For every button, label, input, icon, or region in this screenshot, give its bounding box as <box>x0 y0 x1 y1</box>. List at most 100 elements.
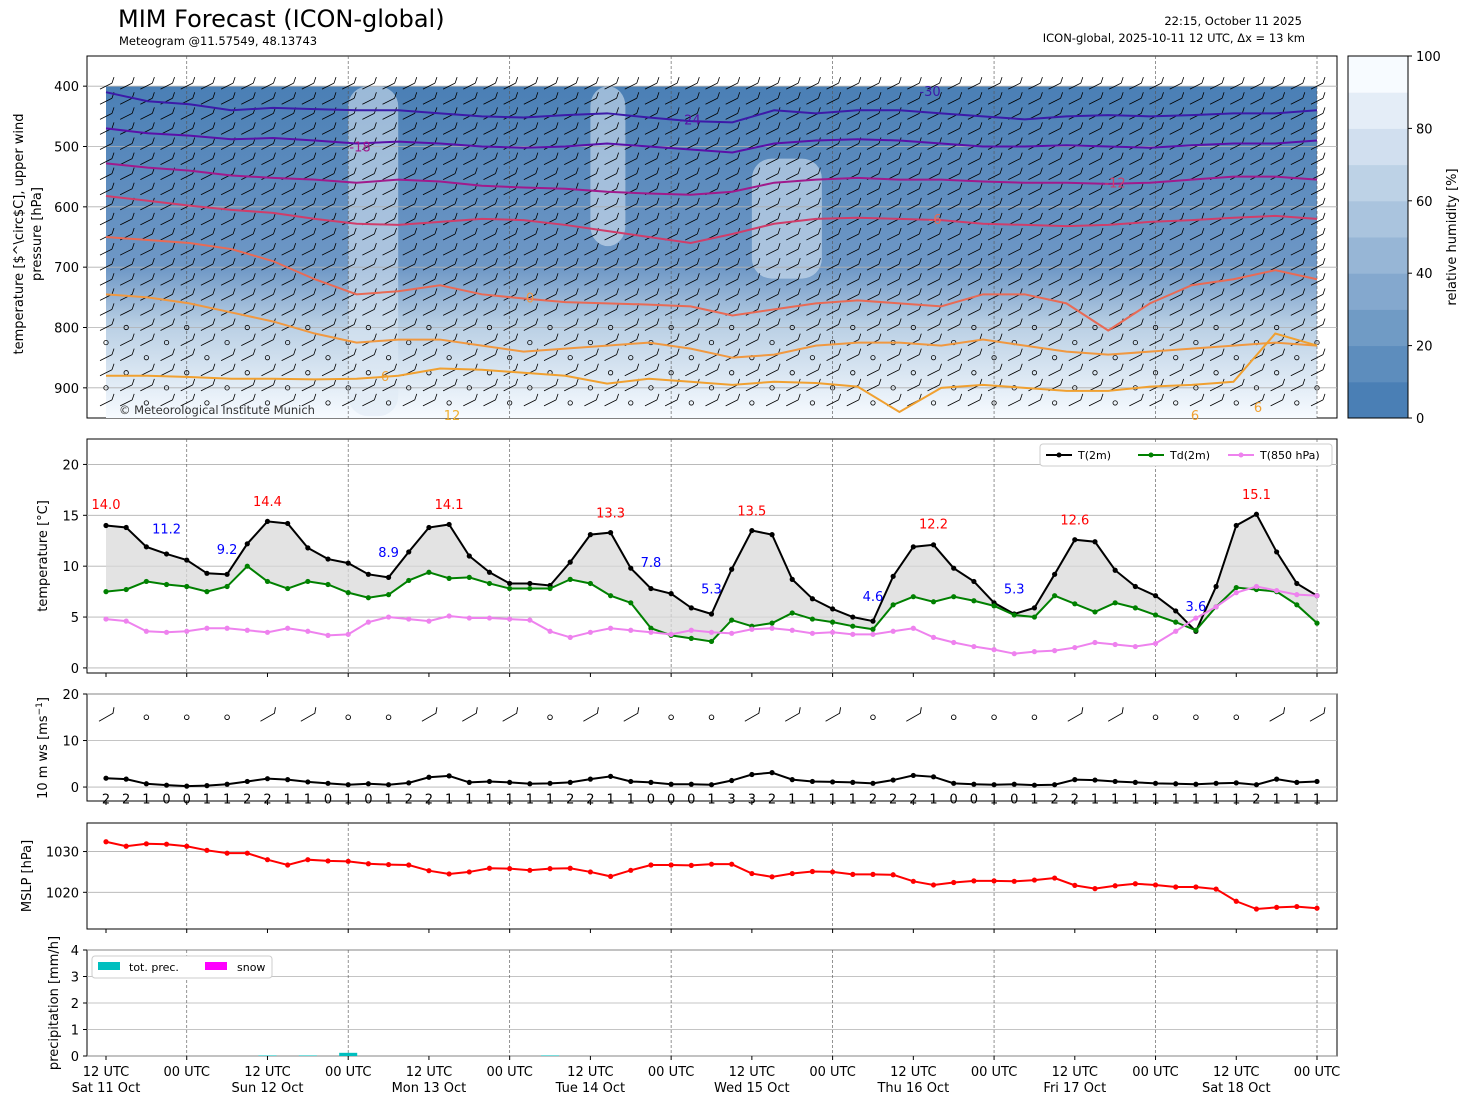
wind-barb-icon <box>241 288 256 301</box>
wind-speed-label: 3 <box>748 792 756 807</box>
wind-barb-icon <box>1068 212 1084 226</box>
series-point <box>648 625 654 631</box>
calm-wind-marker <box>950 714 957 721</box>
colorbar-tick-label: 0 <box>1416 412 1424 427</box>
wind-barb-icon <box>402 227 418 241</box>
calm-wind-marker <box>769 339 775 346</box>
wind-speed-label: 1 <box>445 792 453 807</box>
wind-barb-icon <box>1108 242 1124 256</box>
wind-barb-icon <box>1290 378 1306 392</box>
mslp-point <box>406 862 412 868</box>
extremum-label: 5.3 <box>1004 583 1025 598</box>
wind-barb-icon <box>765 227 781 241</box>
wind-barb-icon <box>422 242 438 256</box>
wind-barb-icon <box>1209 348 1225 362</box>
wind-barb-icon <box>947 363 963 377</box>
wind-speed-point <box>1031 782 1038 788</box>
wind-barb-icon <box>1250 242 1265 256</box>
wind-barb-icon <box>1270 152 1286 165</box>
wind-speed-point <box>285 777 291 783</box>
wind-barb-icon <box>967 348 983 362</box>
wind-barb-icon <box>987 333 1003 346</box>
wind-barb-icon <box>886 242 902 256</box>
wind-barb-icon <box>1310 273 1326 286</box>
calm-wind-marker <box>285 339 291 346</box>
wind-speed-label: 1 <box>223 792 231 807</box>
wind-barb-icon <box>1149 333 1164 346</box>
wind-barb-icon <box>725 152 741 165</box>
mslp-point <box>184 843 190 849</box>
series-point <box>123 524 129 531</box>
wind-barb-icon <box>1028 167 1043 181</box>
wind-barb-icon <box>705 393 720 407</box>
wind-speed-point <box>567 779 573 785</box>
series-point <box>466 553 472 559</box>
wind-speed-label: 2 <box>566 792 574 807</box>
series-point <box>729 566 735 572</box>
wind-barb-icon <box>523 393 539 407</box>
wind-barb-icon <box>1230 378 1245 392</box>
wind-barb-icon <box>604 167 619 181</box>
mslp-point <box>991 878 997 884</box>
extremum-label: 14.0 <box>92 498 121 513</box>
wind-barb-icon <box>564 378 579 392</box>
calm-wind-marker <box>688 400 694 406</box>
wind-barb-icon <box>1189 288 1205 301</box>
wind-barb-icon <box>1310 288 1326 301</box>
wind-barb-icon <box>1149 182 1164 196</box>
wind-barb-icon <box>1068 167 1084 181</box>
wind-barb-icon <box>463 122 478 135</box>
isotherm-label: -30 <box>919 85 940 100</box>
wind-barb-icon <box>301 122 317 135</box>
wind-barb-icon <box>241 212 256 226</box>
series-point <box>365 595 371 601</box>
wind-barb-icon <box>1230 77 1245 90</box>
legend-box <box>1039 443 1333 467</box>
wind-barb-icon <box>140 378 155 392</box>
colorbar-band <box>1348 92 1408 129</box>
wind-barb-icon <box>220 152 236 165</box>
series-point <box>426 524 432 531</box>
wind-barb-icon <box>442 152 458 165</box>
wind-speed-label: 1 <box>344 792 352 807</box>
wind-barb-icon <box>725 258 741 271</box>
wind-speed-label: 0 <box>162 792 170 807</box>
wind-barb-icon <box>1088 258 1104 271</box>
x-tick-label: 00 UTC <box>1294 1065 1340 1080</box>
wind-speed-point <box>991 782 997 788</box>
wind-barb-icon <box>1189 182 1205 196</box>
y-tick-label: 700 <box>54 261 79 276</box>
wind-speed-label: 1 <box>1192 792 1200 807</box>
wind-barb-icon <box>604 348 619 362</box>
series-point <box>184 557 190 563</box>
wind-barb-icon <box>1008 242 1023 256</box>
wind-barb-icon <box>584 77 599 90</box>
wind-barb-icon <box>503 92 519 105</box>
mslp-point <box>830 869 836 875</box>
wind-barb-icon <box>564 303 579 316</box>
mslp-point <box>708 861 715 867</box>
wind-barb-icon <box>402 273 418 286</box>
wind-barb-icon <box>705 137 720 150</box>
wind-barb-icon <box>281 197 297 211</box>
wind-barb-icon <box>483 242 498 256</box>
wind-barb-icon <box>362 242 377 256</box>
wind-barb-icon <box>1107 707 1124 722</box>
wind-barb-icon <box>220 348 236 362</box>
wind-barb-icon <box>442 242 458 256</box>
wind-barb-icon <box>160 303 175 316</box>
wind-barb-icon <box>120 182 135 196</box>
wind-speed-point <box>1011 781 1017 787</box>
series-point <box>1112 600 1118 606</box>
series-point <box>285 520 291 527</box>
mslp-point <box>567 865 573 871</box>
wind-barb-icon <box>1008 122 1023 135</box>
wind-barb-icon <box>1108 107 1124 120</box>
calm-wind-marker <box>527 385 533 391</box>
wind-speed-point <box>1132 779 1138 785</box>
calm-wind-marker <box>910 370 916 376</box>
wind-barb-icon <box>140 182 155 196</box>
wind-barb-icon <box>321 363 337 377</box>
mslp-point <box>163 841 170 847</box>
wind-barb-icon <box>725 197 741 211</box>
